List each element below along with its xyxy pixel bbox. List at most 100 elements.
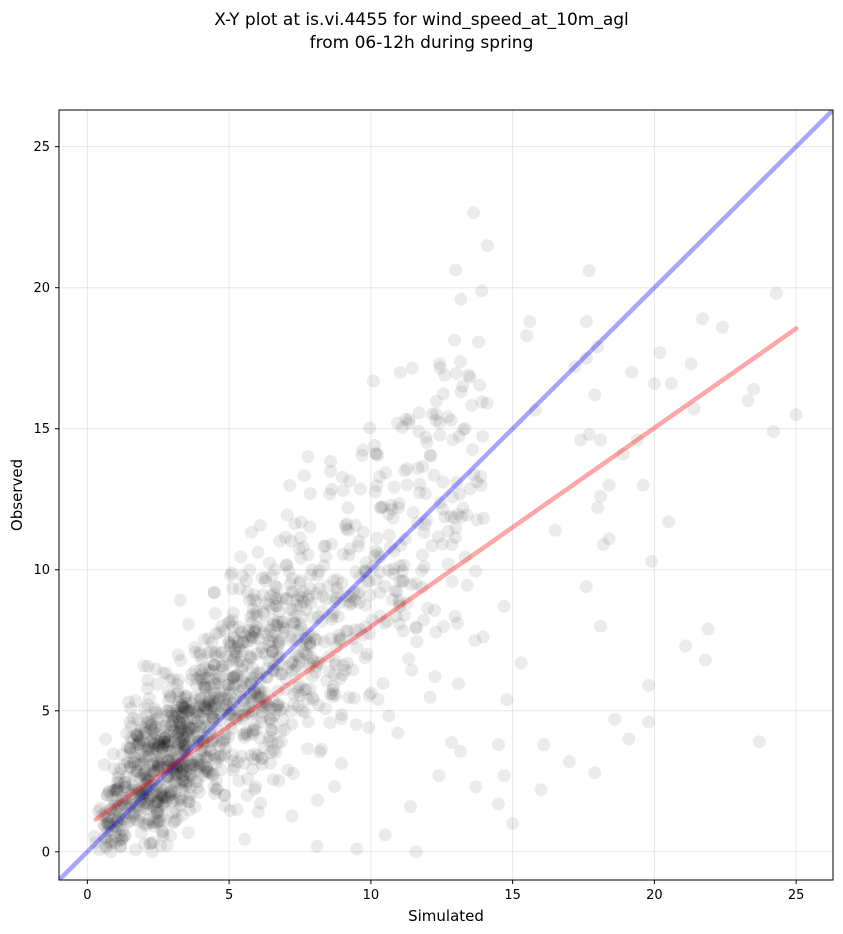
scatter-point: [204, 645, 218, 659]
scatter-point: [144, 764, 158, 778]
scatter-point: [268, 625, 282, 639]
scatter-point: [232, 774, 246, 788]
scatter-point: [221, 678, 235, 692]
scatter-point: [119, 794, 133, 808]
scatter-point: [200, 764, 214, 778]
scatter-point: [419, 487, 433, 501]
scatter-point: [245, 696, 259, 710]
scatter-point: [290, 659, 304, 673]
scatter-point: [180, 759, 194, 773]
scatter-point: [246, 631, 260, 645]
scatter-point: [298, 683, 312, 697]
scatter-point: [100, 812, 114, 826]
scatter-point: [326, 606, 340, 620]
scatter-point: [329, 640, 343, 654]
scatter-point: [269, 618, 283, 632]
scatter-point: [107, 807, 121, 821]
scatter-point: [259, 699, 273, 713]
chart-title-line-1: X-Y plot at is.vi.4455 for wind_speed_at…: [214, 10, 629, 30]
scatter-point: [257, 741, 271, 755]
scatter-point: [199, 683, 213, 697]
scatter-point: [160, 759, 174, 773]
scatter-point: [109, 783, 123, 797]
scatter-point: [142, 783, 156, 797]
scatter-point: [322, 650, 336, 664]
scatter-point: [199, 719, 213, 733]
scatter-point: [323, 716, 337, 730]
scatter-point: [142, 795, 156, 809]
scatter-point: [233, 685, 247, 699]
scatter-point: [266, 662, 280, 676]
scatter-point: [110, 782, 124, 796]
one-to-one-line: [59, 110, 833, 880]
scatter-point: [120, 755, 134, 769]
scatter-point: [173, 747, 187, 761]
scatter-point: [423, 448, 437, 462]
scatter-point: [127, 806, 141, 820]
scatter-point: [217, 788, 231, 802]
scatter-point: [174, 765, 188, 779]
scatter-point: [231, 755, 245, 769]
scatter-point: [279, 682, 293, 696]
scatter-point: [284, 584, 298, 598]
scatter-point: [212, 676, 226, 690]
scatter-point: [154, 751, 168, 765]
x-tick-label: 10: [363, 888, 380, 903]
scatter-point: [290, 598, 304, 612]
scatter-point: [155, 809, 169, 823]
scatter-point: [280, 559, 294, 573]
scatter-point: [122, 695, 136, 709]
scatter-point: [218, 748, 232, 762]
scatter-point: [95, 808, 109, 822]
scatter-point: [268, 562, 282, 576]
scatter-point: [105, 790, 119, 804]
scatter-point: [125, 778, 139, 792]
x-tick-label: 15: [504, 888, 521, 903]
scatter-point: [174, 793, 188, 807]
scatter-point: [579, 580, 593, 594]
scatter-point: [157, 731, 171, 745]
scatter-point: [360, 575, 374, 589]
scatter-point: [178, 758, 192, 772]
scatter-point: [171, 725, 185, 739]
scatter-point: [133, 783, 147, 797]
scatter-point: [126, 810, 140, 824]
scatter-point: [112, 834, 126, 848]
scatter-point: [467, 468, 481, 482]
scatter-point: [301, 592, 315, 606]
scatter-point: [274, 735, 288, 749]
scatter-point: [491, 738, 505, 752]
scatter-point: [173, 716, 187, 730]
scatter-point: [343, 542, 357, 556]
scatter-point: [302, 661, 316, 675]
scatter-point: [171, 687, 185, 701]
scatter-point: [154, 787, 168, 801]
scatter-point: [342, 548, 356, 562]
scatter-point: [169, 703, 183, 717]
scatter-point: [409, 620, 423, 634]
scatter-point: [348, 623, 362, 637]
scatter-point: [190, 672, 204, 686]
scatter-point: [132, 733, 146, 747]
scatter-point: [353, 570, 367, 584]
scatter-point: [160, 709, 174, 723]
scatter-point: [179, 764, 193, 778]
scatter-point: [270, 619, 284, 633]
scatter-point: [150, 814, 164, 828]
scatter-point: [153, 736, 167, 750]
scatter-point: [157, 798, 171, 812]
scatter-point: [328, 594, 342, 608]
scatter-point: [269, 599, 283, 613]
scatter-point: [463, 370, 477, 384]
scatter-point: [198, 765, 212, 779]
scatter-point: [161, 754, 175, 768]
scatter-point: [349, 565, 363, 579]
scatter-point: [161, 754, 175, 768]
scatter-point: [137, 768, 151, 782]
scatter-point: [402, 652, 416, 666]
scatter-point: [373, 609, 387, 623]
scatter-point: [167, 723, 181, 737]
scatter-point: [271, 684, 285, 698]
scatter-point: [172, 714, 186, 728]
scatter-point: [207, 672, 221, 686]
